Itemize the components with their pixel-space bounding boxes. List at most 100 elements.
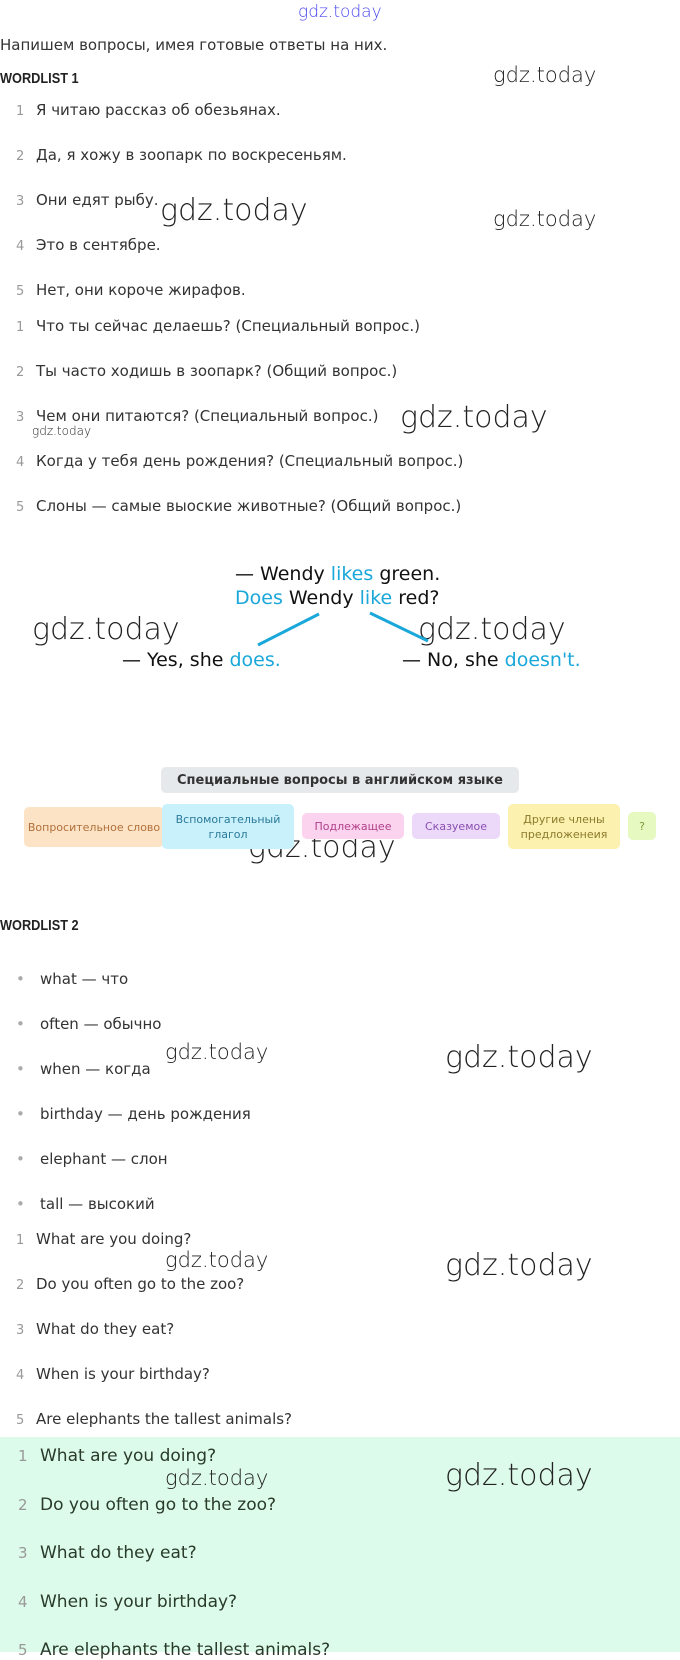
item-number: 3	[18, 1544, 28, 1562]
watermark: gdz.today	[32, 424, 92, 438]
item-number: 2	[16, 365, 25, 380]
item-text: When is your birthday?	[36, 1365, 210, 1383]
question-item: 2 Do you often go to the zoo?	[16, 1275, 244, 1293]
bullet-icon: •	[16, 1015, 25, 1033]
highlight: does.	[229, 649, 281, 671]
word-item: • often — обычно	[16, 1015, 161, 1033]
question-item: 5 Are elephants the tallest animals?	[16, 1410, 292, 1428]
question-item: 4 Когда у тебя день рождения? (Специальны…	[16, 452, 463, 470]
item-text: Are elephants the tallest animals?	[40, 1640, 331, 1660]
item-text: What are you doing?	[36, 1230, 192, 1248]
item-text: Да, я хожу в зоопарк по воскресеньям.	[36, 146, 347, 164]
item-text: Слоны — самые выоские животные? (Общий в…	[36, 497, 462, 515]
text: — Wendy	[235, 563, 331, 585]
text: Wendy	[282, 587, 360, 609]
word-text: birthday — день рождения	[40, 1105, 251, 1123]
word-text: what — что	[40, 970, 129, 988]
wordlist2-heading: WORDLIST 2	[0, 917, 79, 934]
diagram-question: Does Wendy like red?	[235, 587, 440, 609]
special-questions-title: Специальные вопросы в английском языке	[161, 767, 519, 793]
item-number: 1	[16, 320, 25, 335]
watermark: gdz.today	[493, 63, 597, 87]
watermark: gdz.today	[165, 1040, 269, 1064]
wordlist1-heading: WORDLIST 1	[0, 70, 79, 87]
highlight: Does	[235, 587, 283, 609]
watermark: gdz.today	[165, 1466, 269, 1490]
watermark: gdz.today	[400, 400, 548, 435]
item-number: 3	[16, 410, 25, 425]
question-item: 1 Что ты сейчас делаешь? (Специальный воп…	[16, 317, 420, 335]
chip: Вспомогательный глагол	[162, 804, 294, 849]
word-item: • birthday — день рождения	[16, 1105, 251, 1123]
highlight: doesn't.	[504, 649, 581, 671]
item-text: Do you often go to the zoo?	[36, 1275, 245, 1293]
chip: ?	[628, 812, 656, 840]
item-text: Это в сентябре.	[36, 236, 161, 254]
item-number: 5	[16, 1413, 25, 1428]
item-text: Я читаю рассказ об обезьянах.	[36, 101, 281, 119]
diagram-no-answer: — No, she doesn't.	[402, 649, 581, 671]
question-item: 4 When is your birthday?	[16, 1365, 210, 1383]
item-text: Чем они питаются? (Специальный вопрос.)	[36, 407, 379, 425]
answer-item: 4 Это в сентябре.	[16, 236, 161, 254]
item-number: 4	[18, 1592, 28, 1611]
text: — Yes, she	[122, 649, 230, 671]
watermark: gdz.today	[32, 612, 180, 647]
question-item: 5 Слоны — самые выоские животные? (Общий …	[16, 497, 461, 515]
item-number: 4	[16, 1368, 25, 1383]
item-text: Do you often go to the zoo?	[40, 1494, 277, 1515]
text: — No, she	[402, 649, 505, 671]
bullet-icon: •	[16, 1150, 25, 1168]
answer-item: 3 Они едят рыбу.	[16, 191, 159, 209]
text: red?	[392, 587, 440, 609]
item-number: 4	[16, 455, 25, 470]
item-text: Они едят рыбу.	[36, 191, 159, 209]
item-number: 5	[16, 500, 25, 515]
item-number: 5	[18, 1641, 28, 1659]
chip: Сказуемое	[412, 813, 500, 839]
watermark: gdz.today	[298, 2, 382, 22]
answer-box-item: 4 When is your birthday?	[18, 1592, 237, 1612]
watermark: gdz.today	[445, 1458, 593, 1493]
word-text: often — обычно	[40, 1015, 162, 1033]
word-item: • what — что	[16, 970, 128, 988]
connector-no	[369, 611, 429, 643]
item-text: What do they eat?	[36, 1320, 175, 1338]
item-number: 3	[16, 194, 25, 209]
highlight: likes	[330, 563, 374, 585]
answer-item: 2 Да, я хожу в зоопарк по воскресеньям.	[16, 146, 347, 164]
watermark: gdz.today	[165, 1248, 269, 1272]
item-text: Are elephants the tallest animals?	[36, 1410, 293, 1428]
answer-box-item: 5 Are elephants the tallest animals?	[18, 1640, 330, 1660]
question-item: 3 Чем они питаются? (Специальный вопрос.)	[16, 407, 378, 425]
watermark: gdz.today	[445, 1040, 593, 1075]
watermark: gdz.today	[493, 207, 597, 231]
item-number: 2	[16, 149, 25, 164]
text: green.	[373, 563, 441, 585]
connector-yes	[257, 612, 320, 647]
item-number: 3	[16, 1323, 25, 1338]
answer-item: 5 Нет, они короче жирафов.	[16, 281, 246, 299]
answer-box-item: 3 What do they eat?	[18, 1543, 197, 1563]
diagram-connectors	[257, 611, 429, 647]
chip: Подлежащее	[302, 813, 404, 839]
answer-box-item: 2 Do you often go to the zoo?	[18, 1495, 276, 1515]
item-number: 2	[18, 1495, 28, 1514]
highlight: like	[359, 587, 393, 609]
word-item: • when — когда	[16, 1060, 151, 1078]
item-number: 1	[16, 104, 25, 119]
item-text: Ты часто ходишь в зоопарк? (Общий вопрос…	[36, 362, 398, 380]
word-text: tall — высокий	[40, 1195, 155, 1213]
watermark: gdz.today	[418, 612, 566, 647]
word-text: when — когда	[40, 1060, 151, 1078]
answer-item: 1 Я читаю рассказ об обезьянах.	[16, 101, 281, 119]
item-number: 1	[18, 1447, 28, 1465]
intro-text: Напишем вопросы, имея готовые ответы на …	[0, 36, 388, 54]
item-text: Нет, они короче жирафов.	[36, 281, 246, 299]
item-number: 1	[16, 1233, 25, 1248]
watermark: gdz.today	[445, 1248, 593, 1283]
answer-box-item: 1 What are you doing?	[18, 1446, 216, 1466]
chip: Другие члены предложенеия	[508, 804, 620, 849]
item-text: What do they eat?	[40, 1543, 197, 1563]
question-item: 3 What do they eat?	[16, 1320, 174, 1338]
